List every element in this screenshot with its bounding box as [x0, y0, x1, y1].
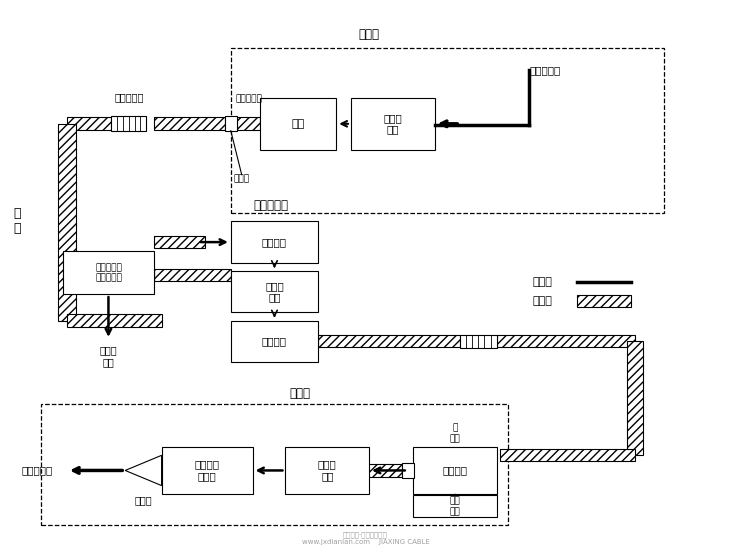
- Text: 光复用分路
器及接收机: 光复用分路 器及接收机: [95, 263, 122, 283]
- Bar: [627, 341, 643, 455]
- Bar: [314, 465, 402, 477]
- Bar: [154, 269, 231, 281]
- Text: 光发送器: 光发送器: [262, 336, 287, 346]
- Bar: [351, 98, 435, 150]
- Bar: [67, 314, 162, 327]
- Text: 光
缆: 光 缆: [14, 207, 21, 236]
- Text: 光纤连接器: 光纤连接器: [235, 94, 262, 103]
- Text: 接收端: 接收端: [289, 387, 311, 400]
- Text: 信号调制
解调器: 信号调制 解调器: [194, 460, 219, 481]
- Bar: [154, 117, 225, 130]
- Text: 再生中继器: 再生中继器: [254, 199, 288, 212]
- Text: 信号
判决: 信号 判决: [450, 497, 460, 516]
- Bar: [237, 117, 260, 130]
- Bar: [496, 335, 635, 347]
- Bar: [67, 314, 162, 327]
- Bar: [154, 269, 231, 281]
- Text: 衰减器: 衰减器: [234, 175, 250, 184]
- Polygon shape: [125, 455, 162, 486]
- Bar: [231, 321, 318, 362]
- Text: 发送端: 发送端: [359, 28, 379, 41]
- Bar: [500, 449, 635, 461]
- Text: 电信号: 电信号: [533, 277, 553, 287]
- Bar: [413, 495, 496, 518]
- Bar: [627, 341, 643, 455]
- Bar: [577, 295, 632, 307]
- Bar: [154, 236, 205, 248]
- Text: 光放大器: 光放大器: [442, 466, 467, 476]
- Bar: [64, 269, 154, 281]
- Bar: [58, 123, 76, 321]
- Bar: [42, 404, 507, 525]
- Text: 光检测器: 光检测器: [262, 237, 287, 247]
- Bar: [154, 236, 205, 248]
- Bar: [154, 117, 225, 130]
- Bar: [314, 465, 402, 477]
- Bar: [64, 251, 154, 294]
- Text: 光源: 光源: [292, 119, 305, 129]
- Text: 光纤接头盒: 光纤接头盒: [114, 92, 143, 102]
- Text: 光解复
用器: 光解复 用器: [318, 460, 337, 481]
- Bar: [285, 447, 369, 494]
- Text: 嘉兴电缆·嘉兴华联电缆
www.jxdianlan.com    JIAXING CABLE: 嘉兴电缆·嘉兴华联电缆 www.jxdianlan.com JIAXING CA…: [302, 531, 429, 545]
- Bar: [413, 447, 496, 494]
- Bar: [318, 335, 461, 347]
- Bar: [58, 123, 76, 321]
- Bar: [500, 449, 635, 461]
- Bar: [225, 116, 237, 131]
- Text: 电端机
驱动: 电端机 驱动: [384, 113, 402, 134]
- Bar: [231, 48, 664, 213]
- Text: 光信号: 光信号: [533, 296, 553, 306]
- Text: 接收端
备用: 接收端 备用: [99, 345, 117, 367]
- Text: 光
判决: 光 判决: [450, 424, 460, 443]
- Text: 放大器: 放大器: [135, 495, 152, 505]
- Bar: [260, 98, 336, 150]
- Bar: [231, 271, 318, 312]
- Bar: [67, 117, 111, 130]
- Text: 电信号输出: 电信号输出: [21, 466, 53, 476]
- Bar: [64, 269, 154, 281]
- Text: 电信号输入: 电信号输入: [529, 65, 561, 75]
- Bar: [461, 335, 496, 348]
- Bar: [162, 447, 253, 494]
- Bar: [577, 295, 632, 307]
- Bar: [318, 335, 461, 347]
- Bar: [231, 222, 318, 263]
- Bar: [111, 116, 146, 131]
- Bar: [402, 463, 414, 478]
- Bar: [237, 117, 260, 130]
- Text: 电端机
再生: 电端机 再生: [265, 281, 284, 302]
- Bar: [496, 335, 635, 347]
- Bar: [67, 117, 111, 130]
